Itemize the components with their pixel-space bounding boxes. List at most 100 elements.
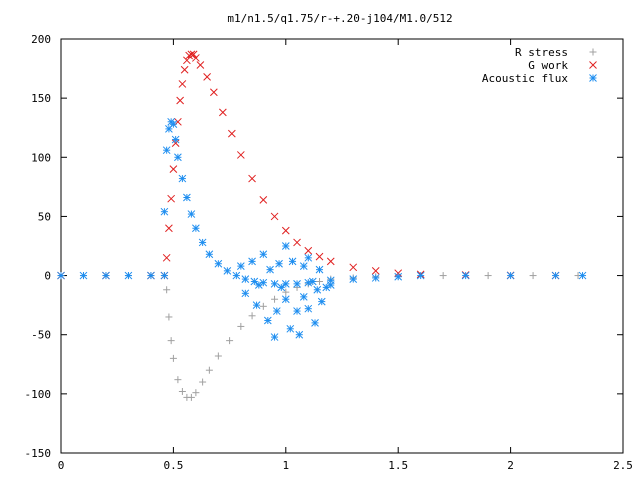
x-tick-label: 0 bbox=[58, 459, 65, 472]
data-point bbox=[248, 257, 256, 266]
data-point bbox=[196, 61, 205, 69]
data-point bbox=[281, 279, 290, 288]
data-point bbox=[315, 265, 324, 274]
data-point bbox=[214, 352, 222, 360]
data-point bbox=[259, 250, 268, 259]
data-point bbox=[529, 272, 537, 280]
legend-marker bbox=[589, 74, 597, 82]
data-point bbox=[271, 295, 279, 303]
data-point bbox=[416, 271, 425, 280]
data-point bbox=[304, 304, 313, 313]
data-point bbox=[178, 174, 187, 183]
data-point bbox=[176, 96, 184, 105]
y-tick-label: -100 bbox=[25, 388, 52, 401]
data-point bbox=[293, 307, 301, 315]
data-point bbox=[281, 295, 290, 304]
data-point bbox=[205, 250, 214, 259]
x-tick-label: 1 bbox=[282, 459, 289, 472]
data-point bbox=[124, 271, 133, 280]
data-point bbox=[183, 56, 191, 65]
data-point bbox=[185, 51, 193, 60]
data-point bbox=[162, 253, 171, 262]
data-point bbox=[248, 174, 256, 183]
data-point bbox=[578, 271, 587, 280]
data-point bbox=[147, 271, 155, 280]
data-point bbox=[192, 54, 200, 62]
data-point bbox=[252, 301, 261, 309]
data-point bbox=[169, 120, 178, 129]
data-point bbox=[241, 275, 250, 283]
data-point bbox=[281, 226, 290, 235]
data-point bbox=[326, 257, 335, 266]
x-tick-label: 2.5 bbox=[613, 459, 633, 472]
data-point bbox=[506, 271, 515, 280]
data-point bbox=[169, 165, 178, 173]
data-point bbox=[308, 277, 317, 286]
data-point bbox=[237, 322, 245, 330]
series-2 bbox=[57, 117, 587, 341]
data-point bbox=[270, 212, 279, 221]
data-point bbox=[304, 246, 313, 255]
y-tick-label: -150 bbox=[25, 447, 52, 460]
data-point bbox=[304, 278, 313, 287]
data-point bbox=[371, 266, 380, 275]
data-point bbox=[295, 330, 304, 339]
data-point bbox=[227, 129, 236, 138]
data-point bbox=[165, 224, 173, 233]
data-point bbox=[288, 257, 297, 266]
legend-marker bbox=[589, 61, 597, 69]
data-point bbox=[232, 271, 241, 280]
data-point bbox=[282, 288, 290, 296]
data-point bbox=[299, 262, 308, 270]
y-tick-label: 0 bbox=[44, 270, 51, 283]
data-point bbox=[236, 262, 245, 270]
data-point bbox=[192, 389, 200, 397]
data-point bbox=[394, 272, 403, 281]
data-point bbox=[299, 293, 308, 301]
data-point bbox=[270, 279, 279, 288]
x-tick-label: 0.5 bbox=[163, 459, 183, 472]
data-point bbox=[160, 271, 169, 280]
y-tick-label: 50 bbox=[38, 210, 51, 223]
plot-frame bbox=[60, 38, 624, 454]
data-point bbox=[167, 337, 175, 345]
data-point bbox=[275, 259, 283, 268]
data-point bbox=[293, 279, 301, 288]
data-point bbox=[165, 313, 173, 321]
data-point bbox=[259, 196, 268, 204]
data-point bbox=[192, 224, 200, 233]
x-tick-label: 1.5 bbox=[388, 459, 408, 472]
data-point bbox=[171, 135, 180, 144]
data-point bbox=[394, 269, 403, 278]
data-point bbox=[263, 316, 272, 325]
data-point bbox=[241, 289, 250, 298]
data-point bbox=[189, 50, 198, 59]
data-point bbox=[250, 277, 259, 286]
data-point bbox=[254, 281, 263, 289]
data-point bbox=[187, 393, 195, 401]
data-point bbox=[315, 252, 324, 261]
data-point bbox=[371, 274, 380, 282]
data-point bbox=[205, 366, 213, 374]
data-point bbox=[316, 277, 324, 285]
data-point bbox=[272, 307, 281, 315]
chart-title: m1/n1.5/q1.75/r-+.20-j104/M1.0/512 bbox=[227, 12, 452, 25]
data-point bbox=[266, 265, 274, 274]
data-point bbox=[551, 271, 560, 280]
y-tick-label: 150 bbox=[31, 92, 51, 105]
data-point bbox=[439, 272, 447, 280]
data-point bbox=[187, 210, 196, 218]
data-point bbox=[183, 193, 191, 202]
y-tick-label: 100 bbox=[31, 151, 51, 164]
data-point bbox=[277, 283, 286, 292]
data-point bbox=[178, 80, 187, 88]
data-point bbox=[313, 285, 322, 294]
x-tick-label: 2 bbox=[507, 459, 514, 472]
series-layer bbox=[57, 50, 587, 401]
data-point bbox=[160, 207, 169, 216]
legend-label: G work bbox=[528, 59, 568, 72]
data-point bbox=[203, 72, 211, 81]
